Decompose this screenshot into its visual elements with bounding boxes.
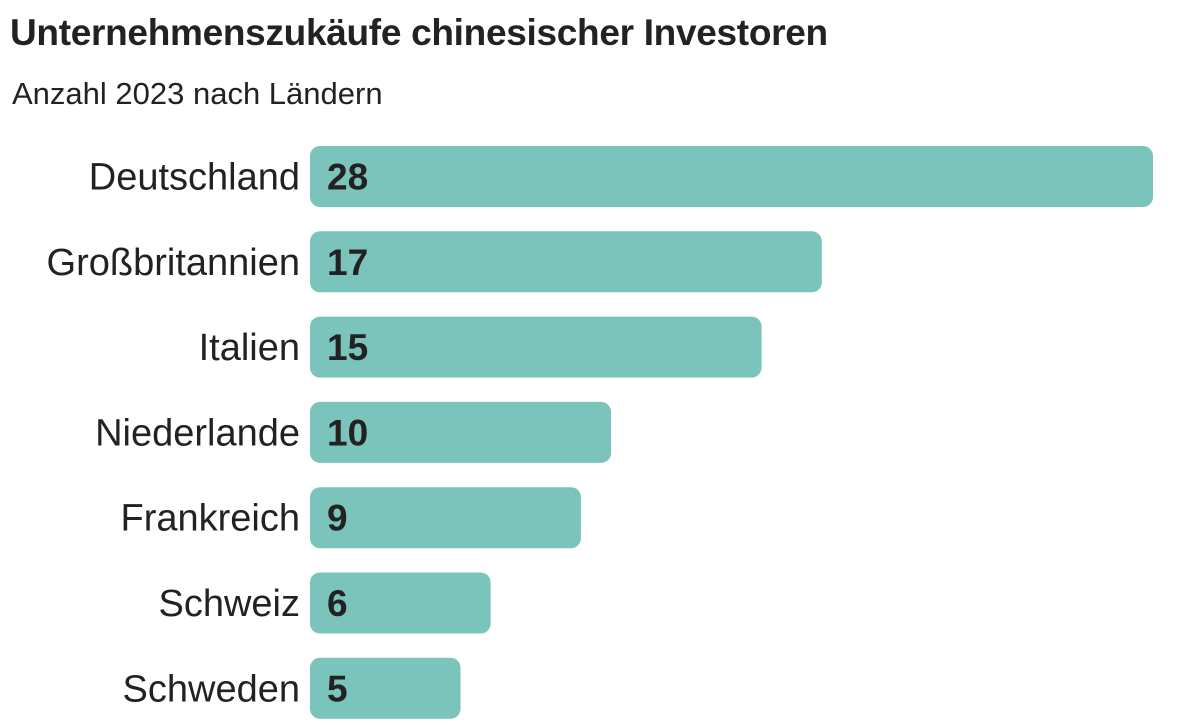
bar-3 <box>310 401 612 463</box>
value-label: 9 <box>327 498 348 539</box>
value-label: 10 <box>327 412 368 453</box>
category-label: Schweden <box>123 668 300 710</box>
bar-6 <box>310 657 461 719</box>
chart-subtitle: Anzahl 2023 nach Ländern <box>12 76 383 111</box>
bar-5 <box>310 572 491 634</box>
bar-2 <box>310 316 762 378</box>
bar-4 <box>310 487 581 549</box>
category-label: Deutschland <box>89 157 300 199</box>
value-label: 15 <box>327 327 368 368</box>
category-label: Frankreich <box>121 498 301 540</box>
category-label: Italien <box>199 327 300 369</box>
category-label: Großbritannien <box>47 242 300 284</box>
value-label: 5 <box>327 668 348 709</box>
value-label: 28 <box>327 157 368 198</box>
bar-1 <box>310 231 822 293</box>
category-label: Schweiz <box>159 583 301 625</box>
chart-title: Unternehmenszukäufe chinesischer Investo… <box>10 12 828 53</box>
bar-0 <box>310 146 1153 207</box>
value-label: 17 <box>327 242 368 283</box>
value-label: 6 <box>327 583 348 624</box>
category-label: Niederlande <box>95 412 300 454</box>
